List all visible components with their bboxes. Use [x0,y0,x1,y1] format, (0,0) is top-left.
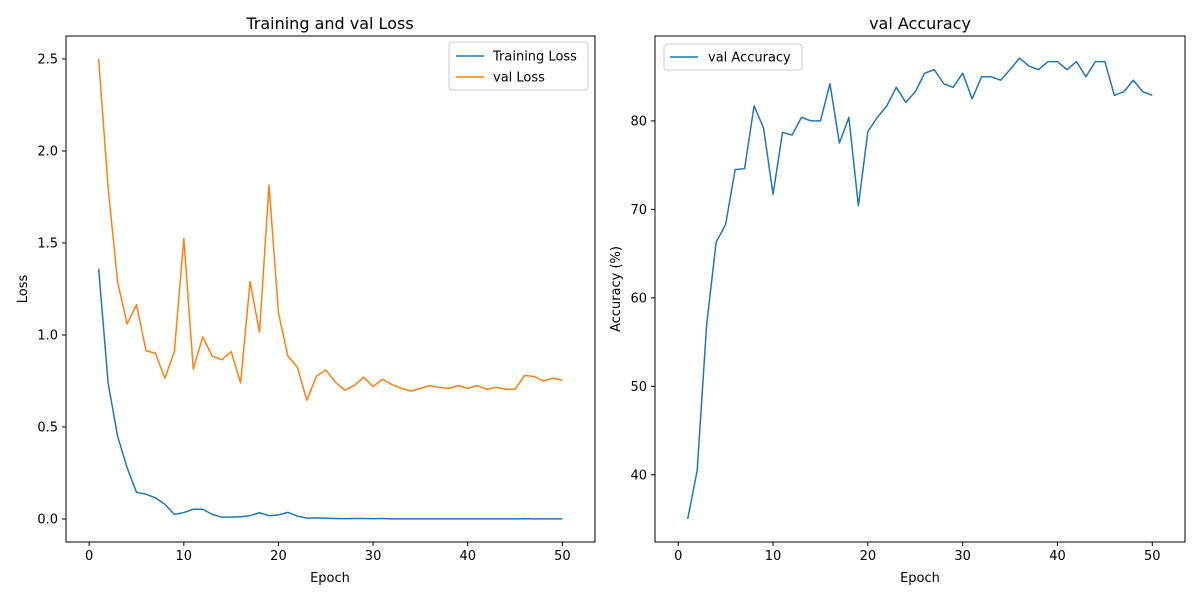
loss-plot-area [97,58,563,520]
training-loss-line [97,268,563,520]
loss-y-axis: 0.0 0.5 1.0 1.5 2.0 2.5 [37,53,66,528]
accuracy-y-tick-label: 70 [630,203,647,218]
loss-x-axis: 0 10 20 30 40 50 [85,542,571,564]
accuracy-y-tick-label: 80 [630,114,647,129]
accuracy-x-tick-label: 10 [765,549,782,564]
accuracy-x-axis-label: Epoch [900,571,940,586]
loss-y-tick-label: 0.5 [37,421,58,436]
loss-x-tick-label: 20 [270,549,287,564]
accuracy-x-axis: 0 10 20 30 40 50 [674,542,1161,564]
val-loss-line [97,58,563,402]
accuracy-y-tick-label: 50 [630,380,647,395]
val-accuracy-line [686,57,1153,520]
loss-panel: Training and val Loss 0 10 20 30 40 50 0.0 0.5… [16,14,596,586]
loss-axes-frame [65,35,596,543]
accuracy-x-tick-label: 50 [1144,549,1161,564]
loss-y-tick-label: 0.0 [37,513,58,528]
loss-x-tick-label: 30 [365,549,382,564]
loss-x-tick-label: 50 [554,549,571,564]
accuracy-chart-title: val Accuracy [869,14,971,33]
loss-chart-title: Training and val Loss [245,14,413,33]
loss-x-tick-label: 10 [176,549,193,564]
loss-legend-label-val: val Loss [493,71,545,86]
loss-legend-box [448,41,589,91]
accuracy-legend-box [663,43,803,71]
accuracy-x-tick-label: 40 [1049,549,1066,564]
loss-x-tick-label: 0 [85,549,93,564]
accuracy-x-tick-label: 30 [954,549,971,564]
accuracy-panel: val Accuracy 0 10 20 30 40 50 40 50 60 70 80 Epoc… [609,14,1186,586]
accuracy-y-axis-label: Accuracy (%) [609,246,624,332]
loss-legend: Training Loss val Loss [448,41,589,91]
loss-y-tick-label: 1.5 [37,237,58,252]
accuracy-axes-frame [654,35,1186,543]
loss-x-tick-label: 40 [459,549,476,564]
accuracy-y-axis: 40 50 60 70 80 [630,114,655,483]
accuracy-legend-label: val Accuracy [708,51,791,66]
loss-x-axis-label: Epoch [310,571,350,586]
accuracy-y-tick-label: 40 [630,468,647,483]
accuracy-y-tick-label: 60 [630,291,647,306]
loss-y-tick-label: 1.0 [37,329,58,344]
accuracy-x-tick-label: 20 [860,549,877,564]
loss-y-tick-label: 2.0 [37,145,58,160]
loss-y-axis-label: Loss [16,275,31,304]
loss-legend-label-training: Training Loss [492,50,577,65]
accuracy-x-tick-label: 0 [674,549,682,564]
accuracy-legend: val Accuracy [663,43,803,71]
accuracy-plot-area [686,57,1153,520]
loss-y-tick-label: 2.5 [37,53,58,68]
